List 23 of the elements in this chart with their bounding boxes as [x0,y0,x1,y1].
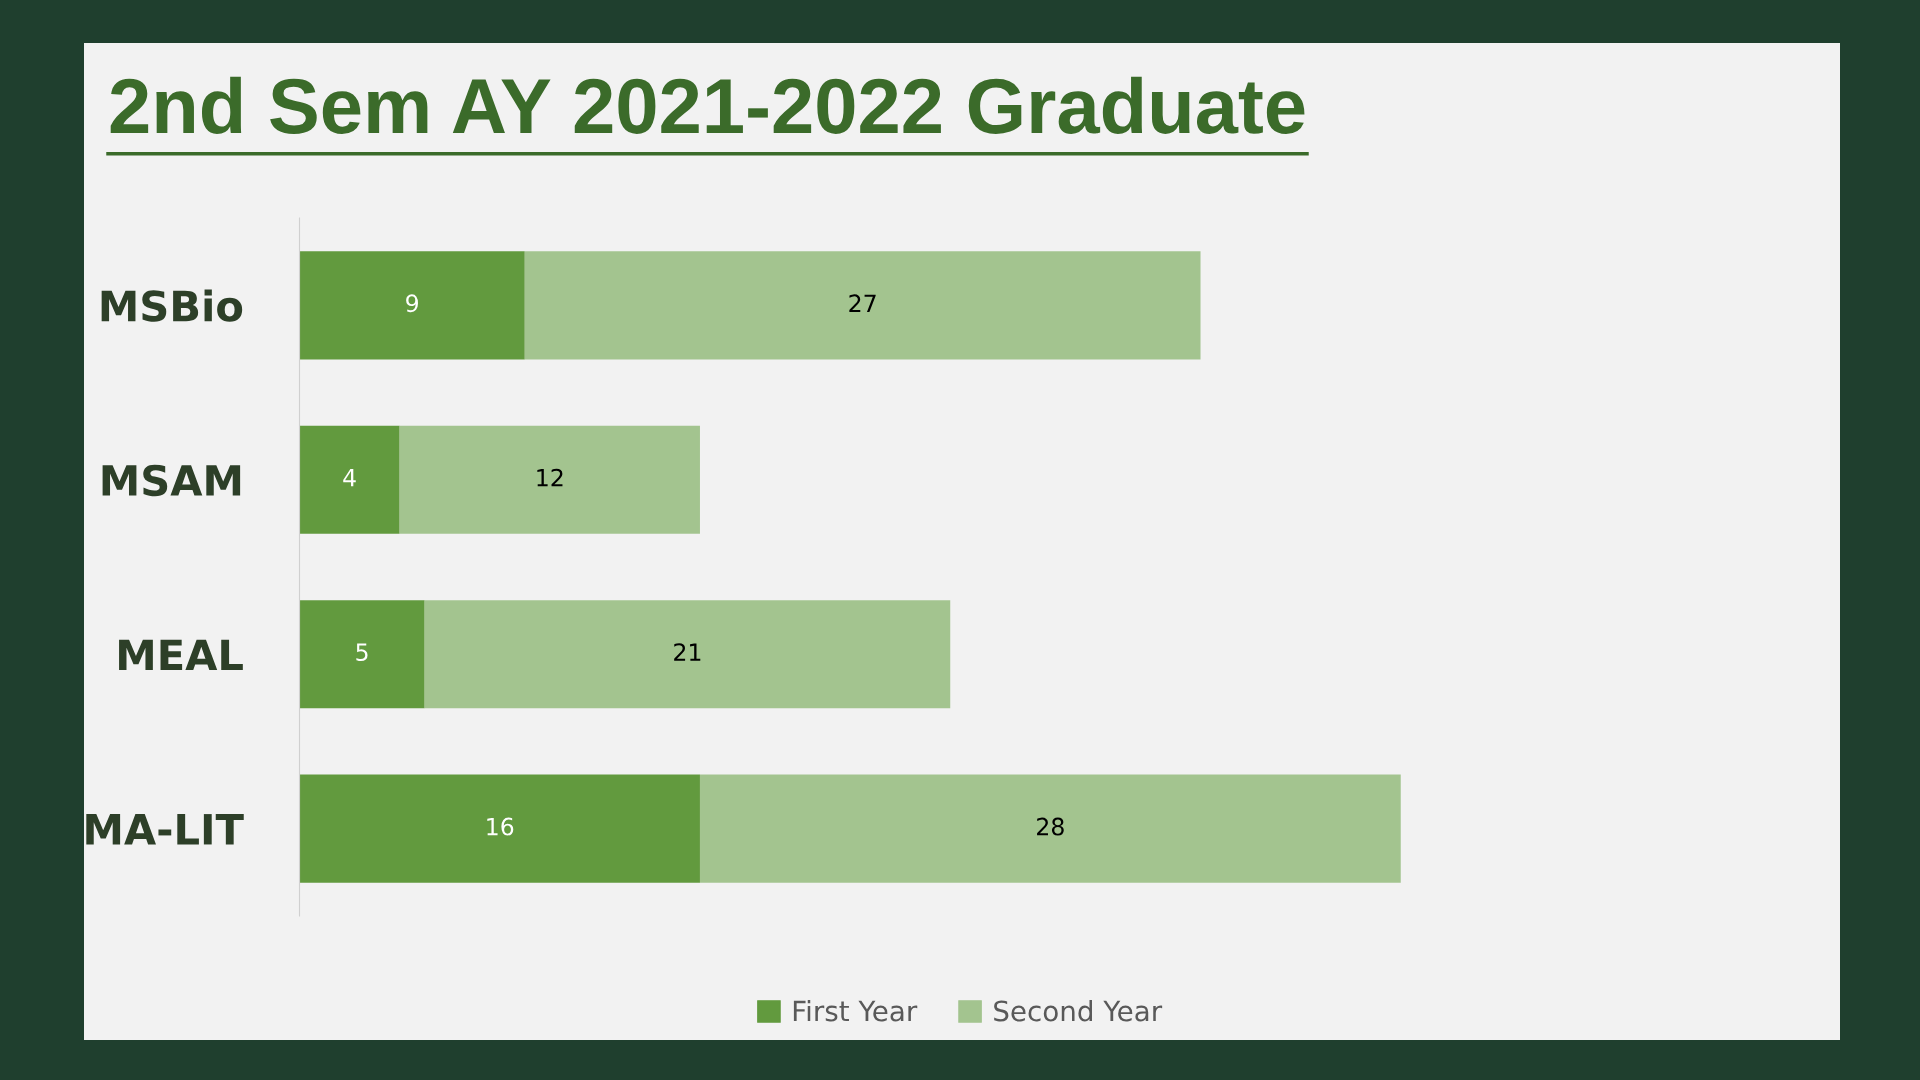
data-label: 12 [537,468,563,487]
legend-label: Second Year [994,1000,1163,1022]
y-tick-label: MSAM [102,464,241,497]
bar [524,251,1201,360]
data-label: 27 [849,294,876,312]
bar [424,600,951,709]
legend-label: First Year [793,1000,918,1022]
bar [299,600,425,709]
data-label: 16 [487,817,514,836]
chart-title: 2nd Sem AY 2021-2022 Graduate [110,76,1305,134]
bar [399,425,700,534]
data-label: 5 [356,643,368,662]
bar [699,774,1401,883]
data-label: 28 [1037,817,1064,836]
data-label: 4 [343,469,356,487]
data-label: 21 [674,643,701,661]
bar [299,425,400,534]
data-label: 9 [406,294,418,313]
y-tick-label: MEAL [119,639,243,671]
y-tick-label: MA-LIT [86,814,244,845]
bar [299,251,525,360]
y-tick-label: MSBio [101,289,243,322]
bar [299,774,700,883]
